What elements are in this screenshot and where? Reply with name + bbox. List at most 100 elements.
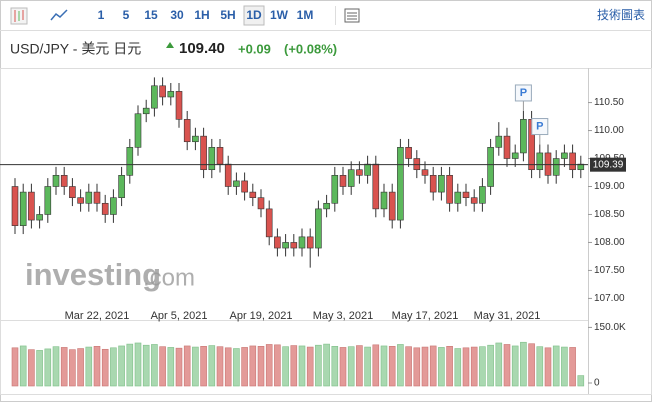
volume-bar: [372, 344, 380, 387]
candle-body: [429, 175, 437, 193]
timeframe-button[interactable]: 1: [98, 8, 105, 22]
volume-bar: [216, 346, 224, 387]
candle-body: [454, 191, 462, 204]
x-tick-label: May 17, 2021: [392, 310, 459, 322]
volume-bar: [536, 346, 544, 387]
candle-body: [552, 158, 560, 176]
volume-bar: [93, 346, 101, 387]
candle-body: [356, 169, 363, 176]
candle-body: [126, 147, 134, 176]
change-pct: (+0.08%): [284, 41, 337, 56]
candle-body: [241, 180, 248, 193]
volume-bar: [126, 343, 134, 387]
area-icon[interactable]: [50, 9, 68, 21]
volume-bar: [233, 348, 240, 387]
timeframe-button[interactable]: 1D: [246, 8, 262, 22]
volume-bar: [44, 348, 52, 387]
y-tick-label: 108.00: [594, 237, 625, 248]
candle-body: [28, 191, 35, 221]
timeframe-button[interactable]: 1W: [270, 8, 289, 22]
candle-body: [438, 175, 445, 193]
volume-bar: [274, 344, 281, 387]
candle-body: [380, 191, 388, 210]
volume-bar: [479, 346, 486, 387]
candle-body: [339, 175, 347, 187]
candle-body: [462, 191, 470, 198]
active-button[interactable]: [243, 5, 265, 26]
volume-bar: [11, 347, 19, 387]
volume-bar: [200, 346, 207, 387]
volume-bar: [454, 348, 462, 387]
timeframe-button[interactable]: 5H: [220, 8, 235, 22]
annotation-box[interactable]: [531, 118, 549, 136]
candle-body: [142, 107, 150, 115]
volume-bar: [60, 347, 68, 387]
volume-bar: [429, 345, 437, 387]
candle-body: [487, 147, 494, 187]
timeframe-button[interactable]: 15: [144, 8, 158, 22]
volume-bar: [36, 350, 43, 387]
annotation-label[interactable]: P: [520, 87, 527, 99]
volume-bar: [495, 342, 503, 387]
annotation-label[interactable]: P: [536, 120, 543, 132]
candle-icon[interactable]: [10, 7, 28, 25]
candle-body: [200, 135, 207, 171]
candle-body: [36, 214, 43, 221]
timeframe-button[interactable]: 30: [170, 8, 184, 22]
volume-bar: [85, 346, 93, 387]
candle-body: [52, 175, 60, 187]
candle-body: [60, 175, 68, 187]
candle-body: [274, 236, 281, 249]
timeframe-button[interactable]: 1M: [297, 8, 314, 22]
volume-bar: [356, 345, 363, 387]
candle-body: [290, 242, 298, 249]
volume-bar: [569, 347, 576, 387]
annotation-box[interactable]: [514, 84, 532, 102]
candle-body: [77, 197, 84, 204]
volume-bar: [257, 346, 265, 387]
volume-bar: [544, 347, 552, 387]
candle-body: [44, 186, 52, 215]
volume-bar: [438, 347, 445, 387]
y2-tick-label: 0: [594, 378, 600, 389]
volume-bar: [110, 347, 117, 387]
timeframe-button[interactable]: 1H: [194, 8, 209, 22]
icon-box[interactable]: [344, 8, 360, 23]
y-tick-label: 107.00: [594, 293, 625, 304]
volume-bar: [298, 345, 306, 387]
volume-bar: [462, 347, 470, 387]
candle-body: [372, 163, 380, 210]
y-tick-label: 110.50: [594, 97, 624, 108]
volume-bar: [19, 345, 27, 387]
volume-bar: [77, 348, 84, 387]
x-tick-label: Mar 22, 2021: [65, 310, 130, 322]
candle-body: [569, 152, 576, 171]
volume-bar: [397, 344, 404, 387]
table-icon[interactable]: [344, 8, 360, 23]
volume-bar: [175, 347, 183, 387]
volume-bar: [347, 346, 355, 387]
volume-bar: [561, 346, 568, 387]
volume-bar: [306, 346, 314, 387]
candle-body: [110, 197, 117, 215]
candle-body: [216, 147, 224, 165]
candle-body: [323, 202, 330, 210]
candle-body: [282, 242, 289, 249]
x-tick-label: Apr 19, 2021: [230, 310, 293, 322]
tech-chart-link[interactable]: 技術圖表: [597, 8, 645, 22]
candle-body: [192, 135, 199, 143]
x-tick-label: May 3, 2021: [313, 310, 374, 322]
volume-bar: [69, 349, 76, 387]
candle-body: [224, 163, 232, 187]
up-arrow: [166, 42, 174, 48]
candle-body: [511, 152, 519, 159]
last-price-label: 109.39: [593, 159, 624, 170]
last-price-box: [590, 157, 626, 172]
candle-body: [405, 147, 412, 159]
timeframe-button[interactable]: 5: [123, 8, 130, 22]
candle-body: [536, 152, 544, 171]
volume-bar: [388, 346, 396, 387]
candle-body: [159, 85, 166, 98]
volume-bar: [528, 343, 535, 387]
